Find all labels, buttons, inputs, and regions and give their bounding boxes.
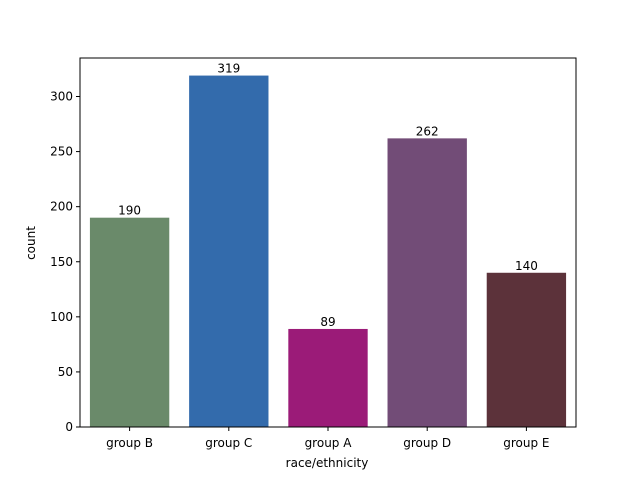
y-axis-label: count (24, 226, 38, 260)
x-tick-label: group C (205, 436, 252, 450)
bar-group-a (288, 328, 368, 427)
x-tick-label: group E (503, 436, 549, 450)
x-axis-label: race/ethnicity (286, 456, 369, 470)
y-tick-label: 100 (50, 310, 73, 324)
y-tick-label: 300 (50, 90, 73, 104)
y-axis: 0 50 100 150 200 250 300 (50, 90, 80, 434)
y-tick-label: 250 (50, 145, 73, 159)
bar-group-b (89, 217, 170, 427)
data-label: 262 (416, 124, 439, 138)
bar-group-c (189, 75, 269, 428)
y-tick-label: 50 (58, 365, 73, 379)
x-tick-label: group D (403, 436, 451, 450)
data-label: 140 (515, 259, 538, 273)
plot-frame (79, 57, 577, 428)
bars-group (89, 75, 567, 428)
y-tick-label: 0 (65, 420, 73, 434)
data-label: 190 (118, 204, 141, 218)
x-tick-label: group B (106, 436, 153, 450)
data-labels-group: 190 319 89 262 140 (118, 62, 538, 329)
data-label: 89 (320, 315, 335, 329)
bar-group-d (387, 138, 467, 427)
data-label: 319 (217, 62, 240, 76)
y-tick-label: 200 (50, 200, 73, 214)
x-axis: group B group C group A group D group E (106, 427, 550, 450)
y-tick-label: 150 (50, 255, 73, 269)
x-tick-label: group A (305, 436, 353, 450)
bar-group-e (486, 272, 567, 427)
